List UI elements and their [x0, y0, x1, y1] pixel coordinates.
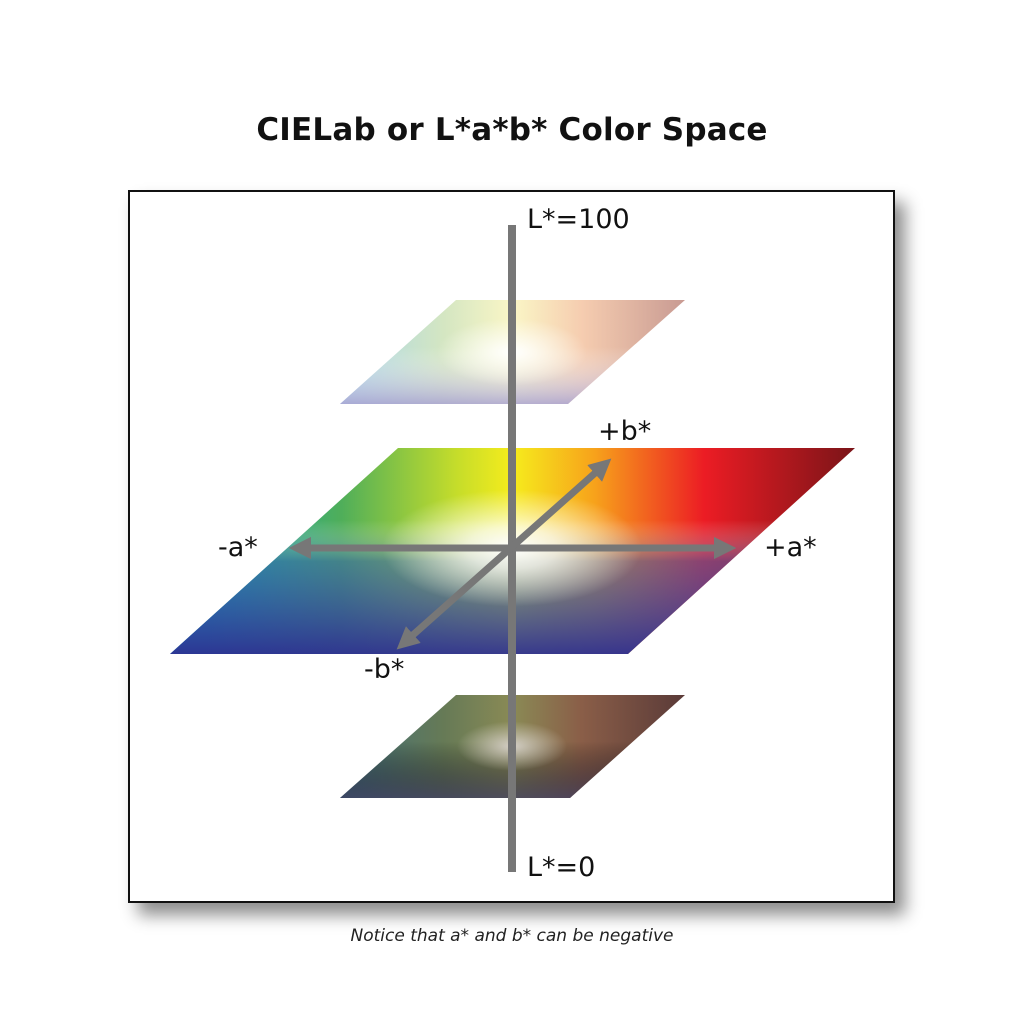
b-negative-label: -b*	[364, 654, 404, 685]
caption: Notice that a* and b* can be negative	[350, 926, 674, 946]
l-min-label: L*=0	[527, 852, 595, 883]
l-max-label: L*=100	[527, 204, 630, 235]
b-positive-label: +b*	[598, 416, 651, 447]
b-axis-arrow	[396, 458, 612, 650]
page-title: CIELab or L*a*b* Color Space	[256, 112, 768, 148]
a-negative-label: -a*	[218, 532, 258, 563]
a-positive-label: +a*	[764, 532, 817, 563]
